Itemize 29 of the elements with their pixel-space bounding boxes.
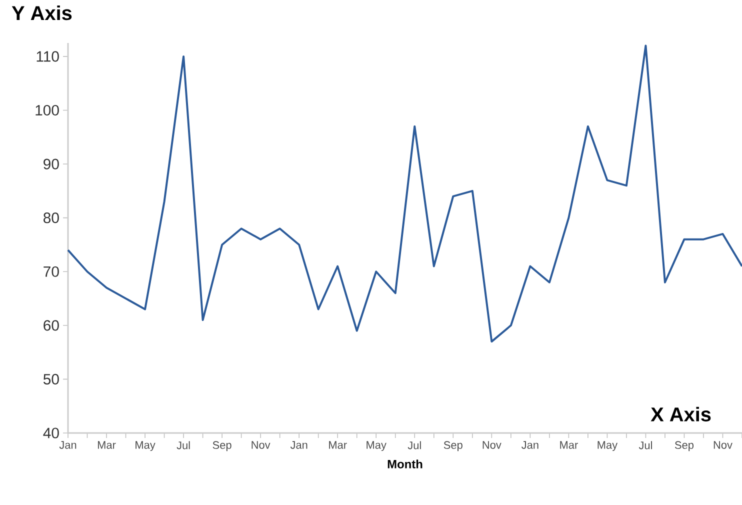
x-tick-label: Sep bbox=[212, 441, 232, 452]
x-tick-label: Jan bbox=[59, 441, 76, 449]
y-tick-label: 90 bbox=[44, 158, 59, 170]
x-tick-label: Mar bbox=[560, 441, 578, 449]
x-tick-label: May bbox=[598, 441, 618, 451]
x-tick-label: Jan bbox=[522, 441, 538, 449]
y-tick-label: 40 bbox=[43, 428, 59, 438]
x-tick-label: Mar bbox=[98, 441, 116, 449]
y-tick-label: 60 bbox=[44, 320, 59, 331]
x-tick-label: Nov bbox=[482, 441, 502, 449]
x-tick-label: Jul bbox=[638, 441, 652, 450]
x-tick-label: Mar bbox=[329, 441, 347, 449]
x-tick-label: Sep bbox=[444, 441, 462, 452]
x-tick-label: Jan bbox=[290, 441, 308, 449]
y-axis-title: Y Axis bbox=[12, 6, 72, 20]
annotation: X Axis bbox=[650, 406, 711, 422]
y-tick-label: 110 bbox=[36, 51, 59, 62]
y-tick-label: 80 bbox=[44, 212, 59, 224]
x-tick-label: Sep bbox=[674, 441, 694, 452]
y-tick-label: 100 bbox=[36, 104, 59, 116]
x-tick-label: Nov bbox=[252, 441, 270, 449]
x-tick-label: Jul bbox=[408, 441, 421, 450]
x-tick-label: May bbox=[136, 441, 156, 451]
y-tick-label: 50 bbox=[43, 374, 59, 384]
y-tick-label: 70 bbox=[44, 266, 59, 277]
x-tick-label: Jul bbox=[176, 441, 190, 450]
x-tick-label: Nov bbox=[714, 441, 732, 449]
x-tick-label: May bbox=[366, 441, 386, 451]
x-axis-title: Month bbox=[388, 460, 422, 468]
